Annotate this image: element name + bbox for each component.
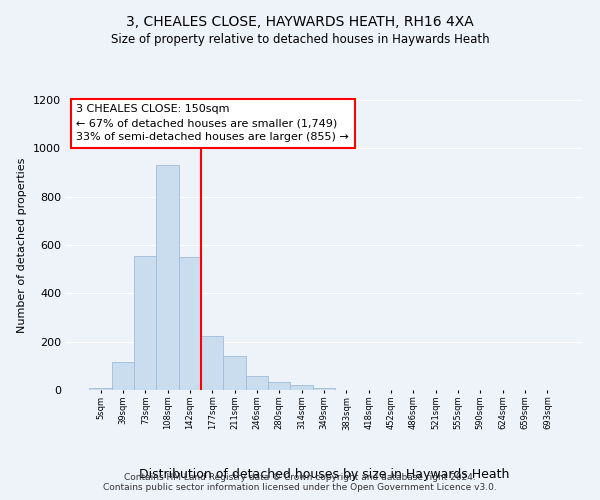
Text: Contains HM Land Registry data © Crown copyright and database right 2024.
Contai: Contains HM Land Registry data © Crown c… [103, 473, 497, 492]
Text: 3 CHEALES CLOSE: 150sqm
← 67% of detached houses are smaller (1,749)
33% of semi: 3 CHEALES CLOSE: 150sqm ← 67% of detache… [76, 104, 349, 142]
Text: 3, CHEALES CLOSE, HAYWARDS HEATH, RH16 4XA: 3, CHEALES CLOSE, HAYWARDS HEATH, RH16 4… [126, 15, 474, 29]
Y-axis label: Number of detached properties: Number of detached properties [17, 158, 28, 332]
Bar [112, 362, 134, 390]
Bar [157, 165, 179, 390]
Bar [268, 382, 290, 390]
Bar [290, 384, 313, 390]
X-axis label: Distribution of detached houses by size in Haywards Heath: Distribution of detached houses by size … [139, 468, 509, 481]
Bar [223, 356, 246, 390]
Text: Size of property relative to detached houses in Haywards Heath: Size of property relative to detached ho… [110, 32, 490, 46]
Bar [179, 257, 201, 390]
Bar [246, 376, 268, 390]
Bar [134, 256, 157, 390]
Bar [313, 388, 335, 390]
Bar [201, 336, 223, 390]
Bar [89, 388, 112, 390]
